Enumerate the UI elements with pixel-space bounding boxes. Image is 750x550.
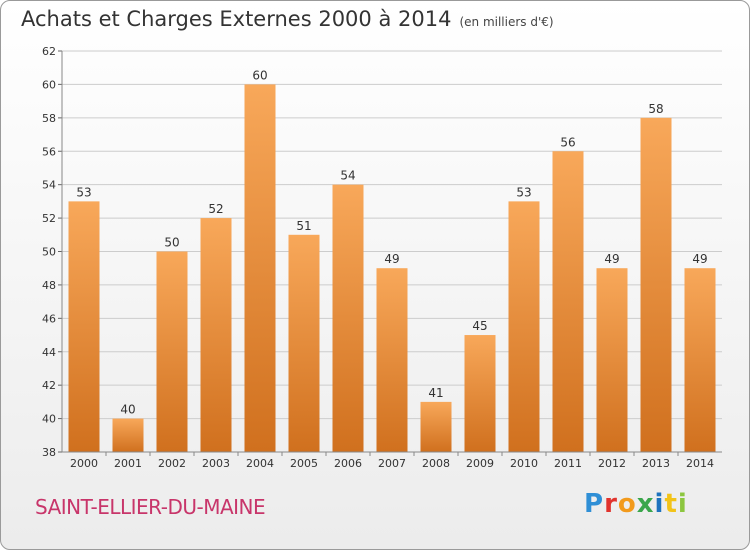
x-tick-label-2006: 2006 — [334, 457, 362, 470]
y-tick-label: 48 — [42, 279, 56, 292]
bar-2013 — [640, 117, 672, 452]
x-tick-label-2009: 2009 — [466, 457, 494, 470]
chart-title: Achats et Charges Externes 2000 à 2014 (e… — [21, 7, 554, 31]
y-tick-label: 54 — [42, 179, 56, 192]
data-label-2002: 50 — [164, 236, 179, 250]
y-tick-label: 38 — [42, 446, 56, 459]
data-label-2000: 53 — [76, 185, 91, 199]
y-tick-label: 56 — [42, 145, 56, 158]
data-label-2010: 53 — [516, 185, 531, 199]
x-tick-label-2012: 2012 — [598, 457, 626, 470]
data-label-2001: 40 — [120, 403, 135, 417]
bar-2007 — [376, 268, 408, 452]
bars — [68, 84, 716, 453]
proxiti-logo: Proxiti — [584, 489, 688, 519]
x-tick-label-2007: 2007 — [378, 457, 406, 470]
x-tick-label-2013: 2013 — [642, 457, 670, 470]
bar-2006 — [332, 184, 364, 452]
x-tick-label-2000: 2000 — [70, 457, 98, 470]
bar-2011 — [552, 151, 584, 452]
y-tick-label: 40 — [42, 413, 56, 426]
bar-2000 — [68, 201, 100, 452]
bar-2010 — [508, 201, 540, 452]
data-label-2005: 51 — [296, 219, 311, 233]
data-label-2009: 45 — [472, 319, 487, 333]
x-tick-label-2001: 2001 — [114, 457, 142, 470]
y-tick-label: 50 — [42, 246, 56, 259]
bar-2001 — [112, 418, 144, 452]
y-tick-label: 46 — [42, 312, 56, 325]
data-label-2006: 54 — [340, 169, 355, 183]
bar-2014 — [684, 268, 716, 452]
y-tick-label: 42 — [42, 379, 56, 392]
bar-2003 — [200, 218, 232, 452]
bar-2012 — [596, 268, 628, 452]
y-tick-label: 58 — [42, 112, 56, 125]
chart-title-text: Achats et Charges Externes 2000 à 2014 — [21, 7, 452, 31]
data-label-2007: 49 — [384, 252, 399, 266]
labels: 53 2000 40 2001 50 2002 52 2003 60 2004 51 2005 54 20… — [70, 68, 714, 470]
x-tick-label-2004: 2004 — [246, 457, 274, 470]
chart-subtitle: (en milliers d'€) — [459, 15, 554, 29]
y-tick-label: 52 — [42, 212, 56, 225]
data-label-2008: 41 — [428, 386, 443, 400]
data-label-2003: 52 — [208, 202, 223, 216]
y-tick-label: 44 — [42, 346, 56, 359]
y-tick-label: 60 — [42, 78, 56, 91]
data-label-2013: 58 — [648, 102, 663, 116]
data-label-2014: 49 — [692, 252, 707, 266]
data-label-2011: 56 — [560, 135, 575, 149]
data-label-2012: 49 — [604, 252, 619, 266]
x-tick-label-2003: 2003 — [202, 457, 230, 470]
x-tick-label-2014: 2014 — [686, 457, 714, 470]
x-tick-label-2002: 2002 — [158, 457, 186, 470]
x-tick-label-2005: 2005 — [290, 457, 318, 470]
commune-name: SAINT-ELLIER-DU-MAINE — [35, 495, 266, 519]
data-label-2004: 60 — [252, 68, 267, 82]
x-tick-label-2008: 2008 — [422, 457, 450, 470]
bar-2008 — [420, 401, 452, 452]
bar-2002 — [156, 251, 188, 452]
axes: 38 40 42 44 46 48 50 52 54 56 58 60 62 — [42, 45, 722, 459]
bar-2004 — [244, 84, 276, 453]
x-tick-label-2010: 2010 — [510, 457, 538, 470]
x-tick-label-2011: 2011 — [554, 457, 582, 470]
y-tick-label: 62 — [42, 45, 56, 58]
bar-2005 — [288, 234, 320, 452]
bar-2009 — [464, 335, 496, 452]
